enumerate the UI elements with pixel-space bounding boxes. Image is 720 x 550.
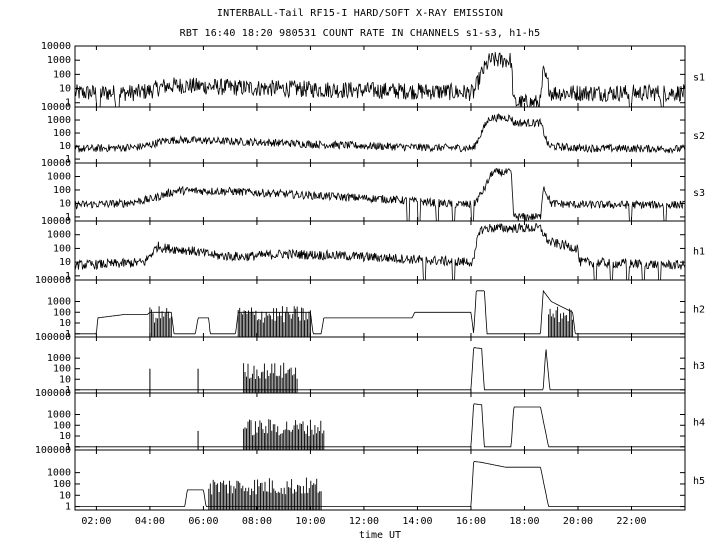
y-tick-label-h4: 1000 bbox=[47, 410, 71, 421]
series-line-s2 bbox=[74, 113, 686, 155]
burst-h4-0 bbox=[243, 419, 325, 450]
burst-h3-0 bbox=[243, 362, 298, 393]
y-tick-label-h1: 100 bbox=[53, 243, 71, 254]
x-tick-label: 18:00 bbox=[509, 516, 539, 527]
y-tick-label-h2: 100 bbox=[53, 307, 71, 318]
series-line-h1 bbox=[74, 222, 686, 281]
y-tick-label-s2: 1000 bbox=[47, 115, 71, 126]
panel-frame-h4 bbox=[74, 392, 686, 451]
panel-frame-h3 bbox=[74, 336, 686, 394]
x-tick-label: 20:00 bbox=[563, 516, 593, 527]
y-tick-label-h1: 10000 bbox=[41, 216, 71, 227]
y-tick-label-s1: 10 bbox=[59, 84, 71, 95]
x-tick-label: 06:00 bbox=[188, 516, 218, 527]
y-tick-label-h3: 10 bbox=[59, 374, 71, 385]
series-line-h4 bbox=[75, 403, 685, 448]
y-tick-label-h1: 10 bbox=[59, 257, 71, 268]
chart-title: INTERBALL-Tail RF15-I HARD/SOFT X-RAY EM… bbox=[216, 8, 504, 19]
panel-frame-s2 bbox=[74, 106, 686, 164]
x-tick-label: 14:00 bbox=[402, 516, 432, 527]
y-tick-label-h4: 1 bbox=[65, 442, 71, 453]
x-tick-label: 12:00 bbox=[349, 516, 379, 527]
x-axis-label: time UT bbox=[359, 530, 401, 541]
x-tick-label: 08:00 bbox=[242, 516, 272, 527]
panel-label-h1: h1 bbox=[693, 247, 705, 258]
y-tick-label-s1: 1000 bbox=[47, 55, 71, 66]
y-tick-label-h3: 1 bbox=[65, 385, 71, 396]
y-tick-label-h5: 10 bbox=[59, 490, 71, 501]
y-tick-label-h1: 1000 bbox=[47, 230, 71, 241]
y-tick-label-h4: 10 bbox=[59, 431, 71, 442]
panel-frame-h5 bbox=[74, 449, 686, 511]
series-line-s1 bbox=[74, 51, 686, 108]
x-tick-label: 22:00 bbox=[616, 516, 646, 527]
panel-label-h5: h5 bbox=[693, 476, 705, 487]
y-tick-label-s3: 10 bbox=[59, 198, 71, 209]
y-tick-label-h2: 1000 bbox=[47, 297, 71, 308]
y-tick-label-h2: 1 bbox=[65, 329, 71, 340]
y-tick-label-h3: 1000 bbox=[47, 353, 71, 364]
series-line-s3 bbox=[74, 168, 686, 222]
burst-h2-0 bbox=[149, 306, 172, 337]
burst-h5-0 bbox=[208, 477, 322, 510]
y-tick-label-s2: 1 bbox=[65, 154, 71, 165]
panel-label-s1: s1 bbox=[693, 73, 705, 84]
x-tick-label: 16:00 bbox=[456, 516, 486, 527]
y-tick-label-h5: 1 bbox=[65, 502, 71, 513]
panel-label-s2: s2 bbox=[693, 131, 705, 142]
y-tick-label-s3: 100 bbox=[53, 185, 71, 196]
panel-label-h3: h3 bbox=[693, 361, 705, 372]
y-tick-label-h4: 100 bbox=[53, 420, 71, 431]
y-tick-label-s2: 10000 bbox=[41, 102, 71, 113]
burst-h2-1 bbox=[237, 306, 311, 337]
y-tick-label-h2: 100000 bbox=[35, 275, 71, 286]
y-tick-label-s1: 1 bbox=[65, 98, 71, 109]
y-tick-label-s3: 10000 bbox=[41, 158, 71, 169]
panel-label-s3: s3 bbox=[693, 188, 705, 199]
y-tick-label-h3: 100000 bbox=[35, 332, 71, 343]
y-tick-label-h1: 1 bbox=[65, 271, 71, 282]
y-tick-label-h4: 100000 bbox=[35, 388, 71, 399]
series-line-h3 bbox=[75, 347, 685, 391]
y-tick-label-h5: 1000 bbox=[47, 468, 71, 479]
y-tick-label-h2: 10 bbox=[59, 318, 71, 329]
x-tick-label: 02:00 bbox=[81, 516, 111, 527]
y-tick-label-s1: 10000 bbox=[41, 41, 71, 52]
series-line-h5 bbox=[75, 460, 685, 507]
x-tick-label: 04:00 bbox=[135, 516, 165, 527]
y-tick-label-s3: 1 bbox=[65, 212, 71, 223]
x-tick-label: 10:00 bbox=[295, 516, 325, 527]
y-tick-label-h3: 100 bbox=[53, 364, 71, 375]
y-tick-label-s2: 10 bbox=[59, 141, 71, 152]
y-tick-label-h5: 100000 bbox=[35, 445, 71, 456]
burst-h2-2 bbox=[548, 306, 574, 337]
y-tick-label-s1: 100 bbox=[53, 69, 71, 80]
panel-label-h4: h4 bbox=[693, 418, 705, 429]
y-tick-label-s2: 100 bbox=[53, 128, 71, 139]
y-tick-label-h5: 100 bbox=[53, 479, 71, 490]
y-tick-label-s3: 1000 bbox=[47, 171, 71, 182]
chart-subtitle: RBT 16:40 18:20 980531 COUNT RATE IN CHA… bbox=[179, 28, 541, 39]
panel-label-h2: h2 bbox=[693, 305, 705, 316]
series-line-h2 bbox=[75, 289, 685, 335]
